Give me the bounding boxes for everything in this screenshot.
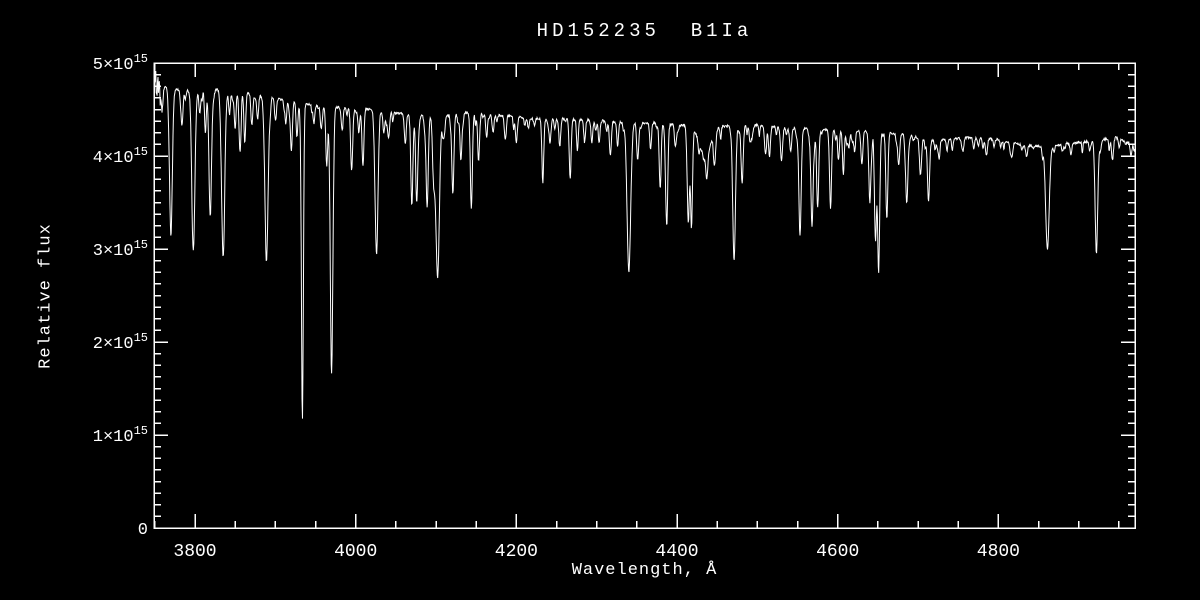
tick-labels: 3800 4000 4200 4400 4600 4800 0 1×1015 2×1015 3×1… — [93, 52, 1020, 562]
x-tick-label: 4000 — [334, 542, 377, 562]
x-tick-label: 4800 — [977, 542, 1020, 562]
y-tick-label: 1×1015 — [93, 424, 148, 447]
x-tick-label: 4600 — [816, 542, 859, 562]
y-tick-label: 2×1015 — [93, 331, 148, 354]
y-tick-label: 3×1015 — [93, 238, 148, 261]
x-tick-label: 4200 — [495, 542, 538, 562]
y-axis-title: Relative flux — [36, 223, 56, 369]
y-tick-label: 4×1015 — [93, 145, 148, 168]
x-tick-label: 4400 — [655, 542, 698, 562]
y-tick-label: 5×1015 — [93, 52, 148, 75]
x-axis-title: Wavelength, Å — [571, 561, 718, 580]
plot-title: HD152235 B1Ia — [536, 20, 753, 42]
spectrum-line — [154, 68, 1135, 419]
x-tick-label: 3800 — [173, 542, 216, 562]
y-tick-label: 0 — [138, 521, 148, 540]
